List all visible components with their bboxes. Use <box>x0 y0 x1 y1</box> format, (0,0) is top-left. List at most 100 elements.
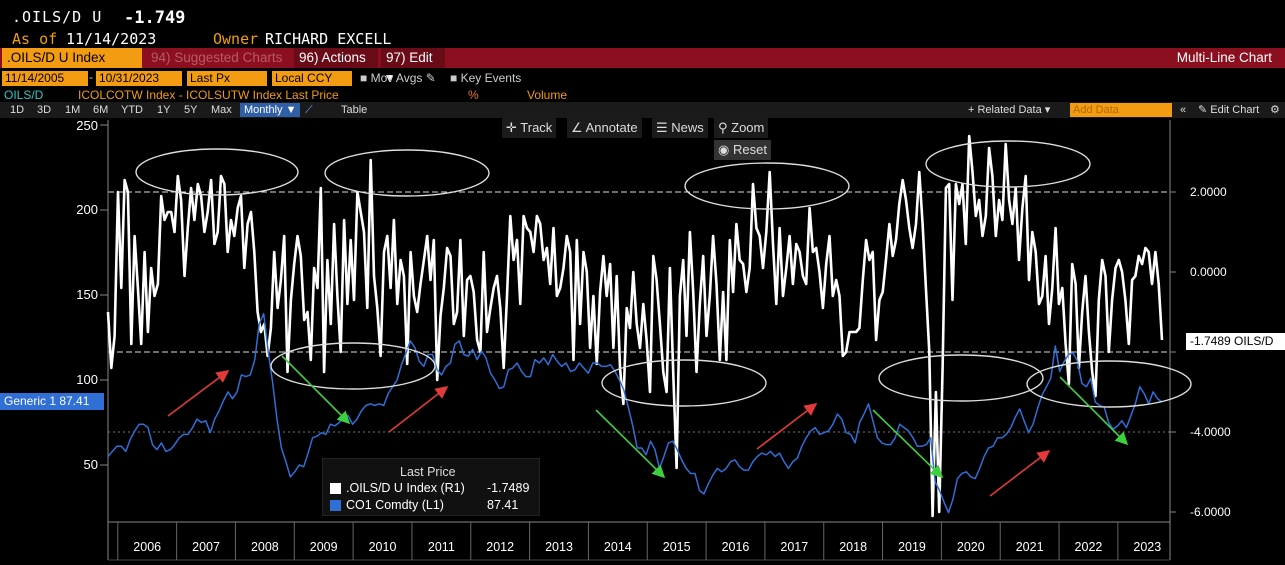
crosshair-icon: ✛ <box>506 120 521 135</box>
table-button[interactable]: Table <box>341 104 368 116</box>
start-date-field[interactable]: 11/14/2005 <box>2 71 88 86</box>
owner-name: RICHARD EXCELL <box>265 30 392 48</box>
y-right-tick: 0.0000 <box>1190 265 1227 279</box>
annotation-ellipse <box>878 354 1044 402</box>
period-ytd[interactable]: YTD <box>121 104 143 116</box>
collapse-icon[interactable]: « <box>1180 104 1187 116</box>
annotation-ellipse <box>1026 360 1192 408</box>
annotation-ellipse <box>270 342 436 390</box>
annotate-button[interactable]: ∠ Annotate <box>567 118 642 138</box>
x-tick-label: 2008 <box>250 540 279 554</box>
period-1y[interactable]: 1Y <box>157 104 171 116</box>
y-left-tick: 150 <box>76 287 98 302</box>
series-label-formula: ICOLCOTW Index - ICOLSUTW Index Last Pri… <box>78 88 339 102</box>
annotation-ellipse <box>925 140 1091 188</box>
checkbox-icon: ■ <box>450 71 461 85</box>
axes <box>100 120 1176 561</box>
x-tick-label: 2010 <box>368 540 397 554</box>
date-range-dash: - <box>89 70 93 84</box>
x-tick-label: 2018 <box>839 540 868 554</box>
period-6m[interactable]: 6M <box>93 104 109 116</box>
function-menubar: .OILS/D U Index 94) Suggested Charts 96)… <box>0 48 1285 85</box>
chart-toolbar <box>0 102 1285 118</box>
legend-series-value: 87.41 <box>487 498 519 512</box>
edit-chart-button[interactable]: ✎ Edit Chart <box>1198 103 1259 117</box>
x-tick-label: 2016 <box>721 540 750 554</box>
annotation-arrow-down <box>1059 376 1129 446</box>
x-tick-label: 2013 <box>545 540 573 554</box>
period-3d[interactable]: 3D <box>37 104 52 116</box>
annotation-ellipse <box>601 359 767 407</box>
reset-label: Reset <box>732 142 767 157</box>
news-icon: ☰ <box>656 120 672 135</box>
series-line-oils <box>106 134 1164 518</box>
y-left-tick: 200 <box>76 202 98 217</box>
edit-chart-label: Edit Chart <box>1210 104 1260 116</box>
gear-icon[interactable]: ⚙ <box>1270 104 1280 116</box>
y-left-tick: 100 <box>76 372 98 387</box>
add-data-input[interactable]: Add Data <box>1070 103 1172 117</box>
related-data-button[interactable]: + Related Data ▾ <box>968 104 1051 116</box>
y-right-tick: -6.0000 <box>1190 505 1231 519</box>
currency-select[interactable]: Local CCY <box>272 71 352 86</box>
annotation-arrow-up <box>167 370 230 417</box>
right-axis-value-tag: -1.7489 OILS/D <box>1186 333 1285 350</box>
frequency-select[interactable]: Monthly ▼ <box>240 103 301 117</box>
x-tick-label: 2007 <box>192 540 220 554</box>
annotation-arrow-up <box>756 403 818 450</box>
checkbox-icon: ■ <box>360 71 371 85</box>
y-right-tick: -4.0000 <box>1190 425 1231 439</box>
key-events-toggle[interactable]: ■ Key Events <box>450 71 521 85</box>
news-label: News <box>671 120 704 135</box>
pencil-icon: ✎ <box>1198 104 1211 116</box>
x-tick-label: 2012 <box>486 540 515 554</box>
mov-avgs-toggle[interactable]: ■ Mov Avgs ✎ <box>360 71 436 85</box>
period-max[interactable]: Max <box>211 104 232 116</box>
zoom-label: Zoom <box>731 120 765 135</box>
annotation-arrow-down <box>872 409 944 479</box>
annotations-layer <box>135 140 1192 497</box>
security-ticker: .OILS/D U <box>12 8 103 26</box>
series-line-co1 <box>107 312 1163 514</box>
reset-icon: ◉ <box>718 142 733 157</box>
news-button[interactable]: ☰ News <box>652 118 708 138</box>
track-button[interactable]: ✛ Track <box>502 118 557 138</box>
x-tick-label: 2006 <box>133 540 162 554</box>
line-chart-icon[interactable]: ⟋ <box>305 104 313 116</box>
period-1m[interactable]: 1M <box>65 104 81 116</box>
reset-button[interactable]: ◉ Reset <box>714 140 771 160</box>
suggested-charts-button[interactable]: 94) Suggested Charts <box>151 50 283 65</box>
x-tick-label: 2015 <box>662 540 691 554</box>
series-label-percent: % <box>468 88 479 102</box>
x-tick-label: 2009 <box>309 540 338 554</box>
y-right-tick: 2.0000 <box>1190 185 1227 199</box>
x-tick-label: 2019 <box>898 540 926 554</box>
legend-swatch-oils <box>330 483 341 494</box>
track-label: Track <box>520 120 553 135</box>
annotation-arrow-up <box>388 386 449 433</box>
as-of-label: As of <box>12 30 58 48</box>
period-1d[interactable]: 1D <box>10 104 25 116</box>
annotation-arrow-down <box>595 409 666 479</box>
annotation-ellipse <box>135 148 299 196</box>
left-axis-value-tag: Generic 1 87.41 <box>0 393 104 410</box>
mov-avgs-label: Mov Avgs <box>370 71 423 85</box>
security-last-value: -1.749 <box>124 8 186 28</box>
legend-series-name: CO1 Comdty (L1) <box>346 498 444 512</box>
annotation-arrow-up <box>989 450 1051 497</box>
y-left-tick: 50 <box>83 457 98 472</box>
end-date-field[interactable]: 10/31/2023 <box>96 71 182 86</box>
price-field-select[interactable]: Last Px <box>187 71 267 86</box>
zoom-button[interactable]: ⚲ Zoom <box>714 118 769 138</box>
annotation-ellipse <box>324 149 490 197</box>
period-5y[interactable]: 5Y <box>184 104 198 116</box>
x-tick-label: 2017 <box>780 540 809 554</box>
security-field[interactable]: .OILS/D U Index <box>2 48 142 68</box>
magnifier-icon: ⚲ <box>718 120 732 135</box>
edit-menu[interactable]: 97) Edit ▾ <box>381 48 445 85</box>
legend-title: Last Price <box>400 465 456 479</box>
chart-type-label: Multi-Line Chart <box>1176 50 1272 65</box>
pencil-icon: ✎ <box>422 71 436 85</box>
legend-swatch-co1 <box>330 500 341 511</box>
